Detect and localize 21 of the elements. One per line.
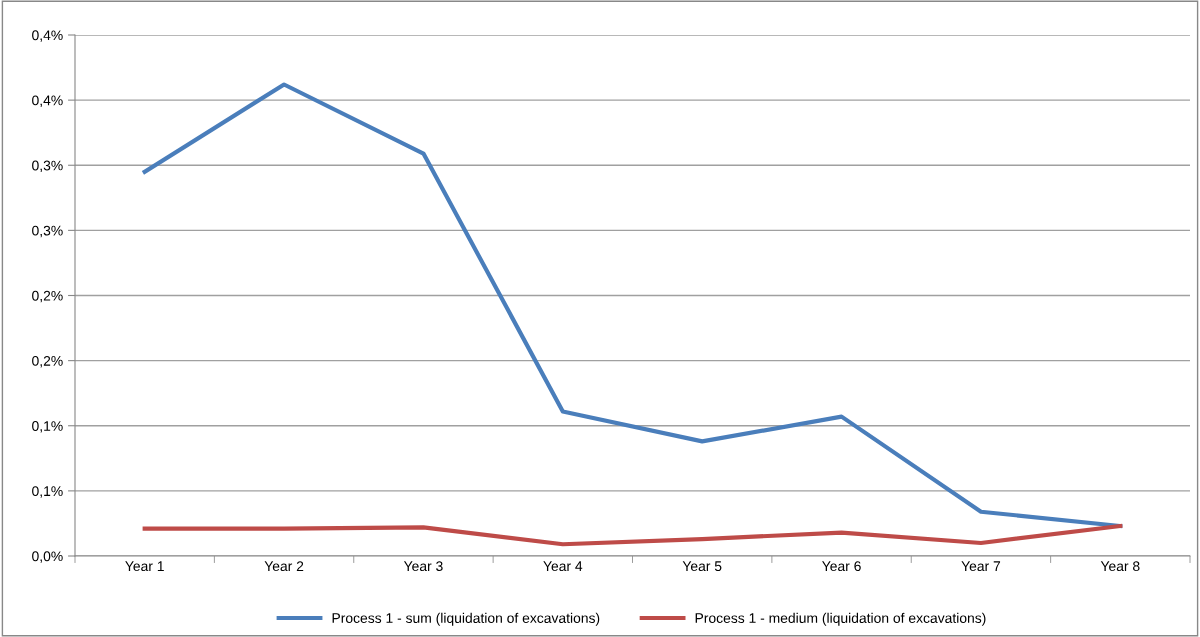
- line-series: [142, 523, 1123, 547]
- y-tick-label: 0,2%: [32, 355, 63, 368]
- y-tick-label: 0,1%: [32, 421, 63, 433]
- line-series: [142, 82, 1123, 529]
- legend-label: Process 1 - sum (liquidation of excavations): [332, 612, 600, 626]
- x-tick-label: Year 5: [682, 561, 722, 572]
- x-tick-label: Year 7: [961, 561, 1001, 572]
- y-tick-label: 0,1%: [32, 486, 63, 498]
- x-tick-label: Year 6: [822, 561, 861, 572]
- y-tick-label: 0,3%: [32, 160, 63, 173]
- y-tick-label: 0,2%: [32, 290, 63, 303]
- x-tick-label: Year 1: [125, 561, 164, 572]
- y-tick-label: 0,3%: [32, 225, 63, 238]
- y-tick-label: 0,0%: [32, 551, 63, 563]
- x-tick-label: Year 8: [1100, 561, 1140, 572]
- x-tick-label: Year 4: [543, 561, 583, 572]
- legend-label: Process 1 - medium (liquidation of excavations): [695, 612, 986, 626]
- x-tick-label: Year 3: [403, 561, 443, 572]
- x-tick-label: Year 2: [264, 561, 304, 572]
- y-tick-label: 0,4%: [32, 95, 63, 107]
- y-tick-label: 0,4%: [32, 30, 63, 42]
